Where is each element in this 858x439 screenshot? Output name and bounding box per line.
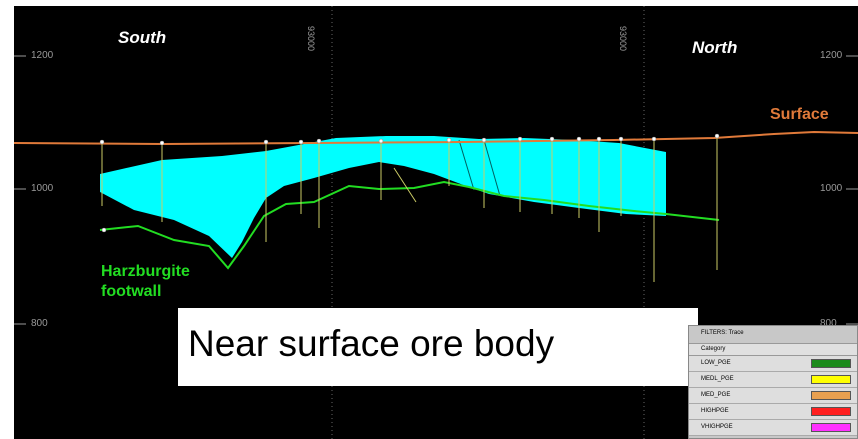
filter-item-low-pge[interactable]: LOW_PGE bbox=[689, 356, 857, 372]
elevation-label-800-left: 800 bbox=[31, 318, 48, 329]
easting-label-top-1: 93000 bbox=[306, 26, 316, 52]
footwall-label-line1: Harzburgite bbox=[101, 263, 190, 280]
south-label: South bbox=[118, 28, 167, 47]
elevation-label-1000-right: 1000 bbox=[820, 183, 843, 194]
elevation-ticks bbox=[14, 55, 858, 325]
footwall-line bbox=[99, 180, 720, 270]
ore-body-streaks bbox=[458, 139, 501, 197]
filter-item-highpge[interactable]: HIGHPGE bbox=[689, 404, 857, 420]
footwall-label: Harzburgite footwall bbox=[101, 262, 190, 302]
north-label: North bbox=[692, 38, 738, 57]
filters-panel[interactable]: FILTERS: Trace Category LOW_PGE MEDL_PGE… bbox=[688, 325, 858, 439]
elevation-label-800-right: 800 bbox=[820, 318, 837, 329]
drill-holes bbox=[101, 136, 718, 282]
filter-item-medl-pge[interactable]: MEDL_PGE bbox=[689, 372, 857, 388]
filter-color-swatch[interactable] bbox=[811, 359, 851, 368]
drill-collars bbox=[99, 133, 720, 233]
section-viewport[interactable]: 1200 1000 800 1200 1000 800 93000 93000 … bbox=[14, 6, 858, 439]
filters-category-header[interactable]: Category bbox=[689, 343, 857, 356]
filter-item-label: HIGHPGE bbox=[701, 408, 729, 414]
cross-section-canvas bbox=[14, 6, 858, 439]
caption-text: Near surface ore body bbox=[188, 323, 555, 364]
filter-color-swatch[interactable] bbox=[811, 423, 851, 432]
filters-title: FILTERS: Trace bbox=[701, 330, 744, 336]
caption-box: Near surface ore body bbox=[178, 308, 698, 386]
easting-label-top-2: 93000 bbox=[618, 26, 628, 52]
elevation-label-1200-left: 1200 bbox=[31, 50, 54, 61]
elevation-label-1000-left: 1000 bbox=[31, 183, 54, 194]
filter-item-label: MEDL_PGE bbox=[701, 376, 734, 382]
filters-category-label: Category bbox=[701, 346, 726, 352]
footwall-label-line2: footwall bbox=[101, 283, 162, 300]
filter-item-label: MED_PGE bbox=[701, 392, 731, 398]
filter-color-swatch[interactable] bbox=[811, 375, 851, 384]
filter-color-swatch[interactable] bbox=[811, 391, 851, 400]
filter-color-swatch[interactable] bbox=[811, 407, 851, 416]
surface-line bbox=[14, 130, 858, 146]
ore-body bbox=[100, 136, 666, 258]
surface-label: Surface bbox=[770, 106, 829, 123]
filter-item-label: LOW_PGE bbox=[701, 360, 731, 366]
filter-item-vhighpge[interactable]: VHIGHPGE bbox=[689, 420, 857, 436]
elevation-label-1200-right: 1200 bbox=[820, 50, 843, 61]
filter-item-label: VHIGHPGE bbox=[701, 424, 733, 430]
filter-item-med-pge[interactable]: MED_PGE bbox=[689, 388, 857, 404]
